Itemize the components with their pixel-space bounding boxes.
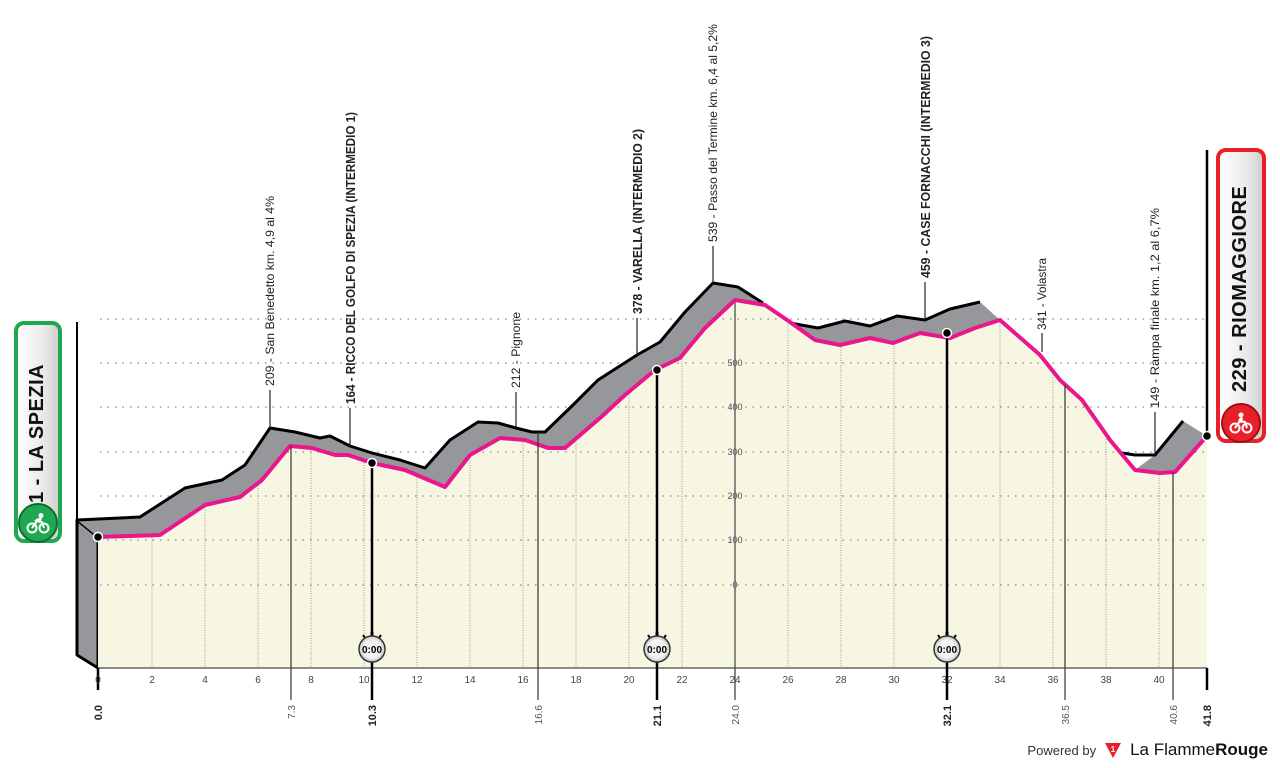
poi-leader-lines bbox=[269, 246, 1156, 455]
powered-by-text: Powered by bbox=[1027, 742, 1097, 758]
svg-text:18: 18 bbox=[570, 675, 582, 686]
brand-name[interactable]: La FlammeRouge bbox=[1130, 740, 1268, 760]
svg-text:0: 0 bbox=[95, 675, 101, 686]
poi-varella: 378 - VARELLA (INTERMEDIO 2) bbox=[630, 129, 645, 314]
svg-text:300: 300 bbox=[727, 447, 742, 457]
svg-text:34: 34 bbox=[994, 675, 1006, 686]
svg-text:20: 20 bbox=[623, 675, 635, 686]
intermediate-3-dot bbox=[941, 327, 953, 339]
svg-text:0: 0 bbox=[732, 580, 737, 590]
poi-ricco-del-golfo: 164 - RICCO DEL GOLFO DI SPEZIA (INTERME… bbox=[343, 112, 358, 404]
poi-rampa-finale: 149 - Rampa finale km. 1,2 al 6,7% bbox=[1148, 208, 1162, 408]
intermediate-1-dot bbox=[366, 457, 378, 469]
elevation-scale-labels: 0 100 200 300 400 500 bbox=[727, 358, 742, 590]
svg-text:0:00: 0:00 bbox=[647, 645, 667, 656]
svg-text:41.8: 41.8 bbox=[1202, 705, 1214, 726]
svg-text:7.3: 7.3 bbox=[287, 705, 298, 719]
terrain-front-face bbox=[98, 300, 1207, 668]
km-marker-lines bbox=[290, 385, 1174, 700]
svg-text:40: 40 bbox=[1153, 675, 1165, 686]
route-line bbox=[97, 298, 1209, 539]
km-tick-labels: 0 2 4 6 8 10 12 14 16 18 20 22 24 26 28 … bbox=[95, 675, 1165, 686]
poi-case-fornacchi: 459 - CASE FORNACCHI (INTERMEDIO 3) bbox=[918, 36, 933, 278]
svg-text:0:00: 0:00 bbox=[937, 645, 957, 656]
cyclist-icon bbox=[1221, 403, 1261, 443]
svg-text:30: 30 bbox=[888, 675, 900, 686]
svg-text:4: 4 bbox=[202, 675, 208, 686]
route-dots bbox=[92, 327, 1213, 543]
stopwatch-icon-2: 0:00 bbox=[643, 632, 671, 663]
svg-text:10: 10 bbox=[358, 675, 370, 686]
terrain-top-face bbox=[77, 283, 1000, 537]
svg-text:21.1: 21.1 bbox=[652, 705, 664, 726]
svg-text:32.1: 32.1 bbox=[942, 705, 954, 726]
svg-text:24.0: 24.0 bbox=[731, 705, 742, 725]
finish-dot bbox=[1201, 430, 1213, 442]
brand-prefix: La Flamme bbox=[1130, 740, 1216, 759]
svg-text:10.3: 10.3 bbox=[367, 705, 379, 726]
start-badge: 1 - LA SPEZIA bbox=[14, 321, 62, 543]
terrain-left-side bbox=[75, 518, 100, 670]
svg-text:36.5: 36.5 bbox=[1061, 705, 1072, 725]
stopwatch-icon-3: 0:00 bbox=[933, 632, 961, 663]
la-flamme-rouge-logo-icon: 1 bbox=[1105, 743, 1122, 758]
svg-text:38: 38 bbox=[1100, 675, 1112, 686]
powered-by-footer: Powered by 1 La FlammeRouge bbox=[1027, 740, 1268, 760]
svg-text:100: 100 bbox=[727, 535, 742, 545]
poi-pignone: 212 - Pignone bbox=[509, 312, 523, 388]
svg-text:12: 12 bbox=[411, 675, 423, 686]
svg-text:500: 500 bbox=[727, 358, 742, 368]
poi-passo-del-termine: 539 - Passo del Termine km. 6,4 al 5,2% bbox=[706, 24, 720, 242]
stopwatch-icon-1: 0:00 bbox=[358, 632, 386, 663]
svg-text:16.6: 16.6 bbox=[534, 705, 545, 725]
svg-text:8: 8 bbox=[308, 675, 314, 686]
svg-text:1: 1 bbox=[1111, 745, 1116, 754]
svg-text:28: 28 bbox=[835, 675, 847, 686]
brand-suffix: Rouge bbox=[1215, 740, 1268, 759]
poi-labels: 209 - San Benedetto km. 4,9 al 4% 164 - … bbox=[263, 24, 1162, 408]
cyclist-icon bbox=[18, 503, 58, 543]
terrain-back-outline-2 bbox=[789, 300, 981, 330]
poi-volastra: 341 - Volastra bbox=[1035, 258, 1049, 330]
terrain-back-outline-3 bbox=[1121, 420, 1185, 457]
svg-text:36: 36 bbox=[1047, 675, 1059, 686]
svg-text:200: 200 bbox=[727, 491, 742, 501]
svg-text:22: 22 bbox=[676, 675, 688, 686]
svg-text:0:00: 0:00 bbox=[362, 645, 382, 656]
svg-text:16: 16 bbox=[517, 675, 529, 686]
km-gridlines bbox=[151, 320, 1160, 668]
poi-san-benedetto: 209 - San Benedetto km. 4,9 al 4% bbox=[263, 196, 277, 386]
svg-text:6: 6 bbox=[255, 675, 261, 686]
terrain-back-outline bbox=[76, 281, 764, 522]
svg-text:0.0: 0.0 bbox=[93, 705, 105, 720]
intermediate-2-dot bbox=[651, 364, 663, 376]
svg-text:400: 400 bbox=[727, 402, 742, 412]
finish-badge: 229 - RIOMAGGIORE bbox=[1216, 148, 1266, 443]
terrain-top-face-finish bbox=[1135, 421, 1207, 473]
svg-text:26: 26 bbox=[782, 675, 794, 686]
finish-label: 229 - RIOMAGGIORE bbox=[1229, 185, 1251, 392]
start-label: 1 - LA SPEZIA bbox=[26, 363, 48, 503]
start-dot bbox=[92, 531, 104, 543]
km-marker-labels: 0.0 7.3 10.3 16.6 21.1 24.0 32.1 36.5 40… bbox=[93, 705, 1214, 727]
svg-text:40.6: 40.6 bbox=[1169, 705, 1180, 725]
svg-text:2: 2 bbox=[149, 675, 155, 686]
svg-text:14: 14 bbox=[464, 675, 476, 686]
